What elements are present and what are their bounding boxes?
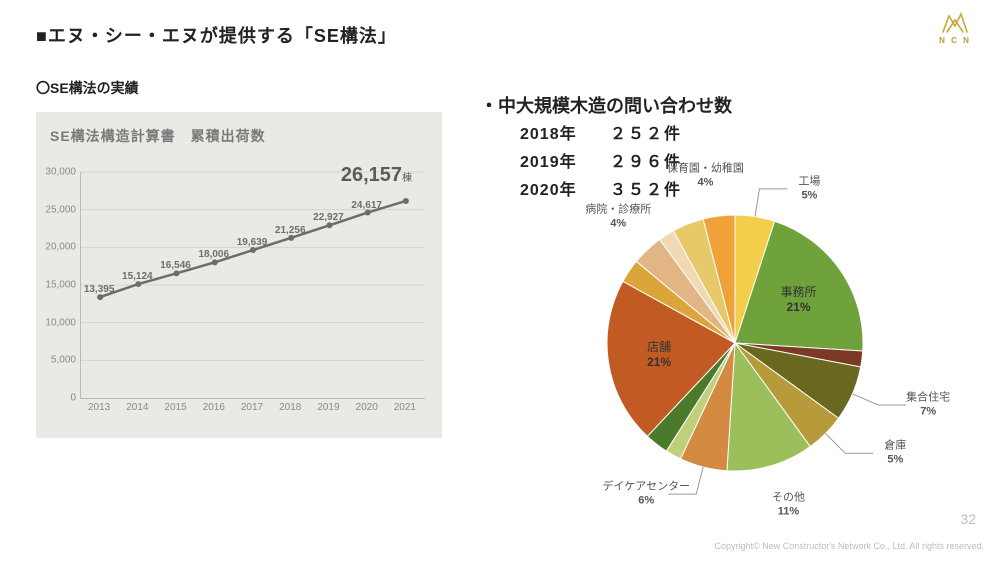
data-label: 21,256: [275, 225, 306, 236]
pie-chart: 工場5% 事務所21% 集合住宅7%倉庫5% その他11% デイケアセンター6% 店舗21…: [500, 148, 970, 548]
data-label: 16,546: [160, 260, 191, 271]
inquiry-heading: ・中大規模木造の問い合わせ数: [480, 92, 732, 118]
data-label: 22,927: [313, 212, 344, 223]
x-tick-label: 2020: [348, 402, 386, 413]
pie-slice-label: 病院・診療所4%: [585, 204, 651, 232]
data-label: 15,124: [122, 271, 153, 282]
line-chart-panel: SE構法構造計算書 累積出荷数 0 5,000 10,000 15,000 20,000…: [36, 112, 442, 438]
y-tick-label: 0: [40, 393, 76, 404]
page-number: 32: [960, 511, 976, 527]
data-label: 19,639: [237, 237, 268, 248]
pie-slice-label: 集合住宅7%: [906, 391, 950, 419]
line-chart-title: SE構法構造計算書 累積出荷数: [50, 126, 266, 146]
y-tick-label: 15,000: [40, 280, 76, 291]
pie-slice-label: 倉庫5%: [884, 440, 906, 468]
y-tick-label: 10,000: [40, 317, 76, 328]
pie-slice-label: デイケアセンター6%: [602, 480, 690, 508]
x-tick-label: 2017: [233, 402, 271, 413]
ncn-logo: N C N: [930, 10, 980, 54]
x-tick-label: 2018: [271, 402, 309, 413]
x-tick-label: 2019: [309, 402, 347, 413]
final-data-label: 26,157棟: [341, 164, 412, 187]
y-tick-label: 25,000: [40, 204, 76, 215]
page-title: ■エヌ・シー・エヌが提供する「SE構法」: [36, 22, 397, 48]
section-subtitle: 〇SE構法の実績: [36, 78, 139, 98]
data-label: 13,395: [84, 284, 115, 295]
x-tick-label: 2021: [386, 402, 424, 413]
logo-text: N C N: [930, 36, 980, 45]
x-tick-label: 2014: [118, 402, 156, 413]
x-tick-label: 2013: [80, 402, 118, 413]
y-tick-label: 30,000: [40, 167, 76, 178]
pie-slice-label: 工場5%: [798, 175, 820, 203]
pie-slice-label: 店舗21%: [647, 340, 671, 370]
data-label: 24,617: [351, 199, 382, 210]
pie-slice-label: 保育園・幼稚園4%: [667, 162, 744, 190]
copyright: Copyright© New Constructor's Network Co.…: [715, 541, 984, 551]
pie-slice-label: 事務所21%: [781, 285, 817, 315]
x-tick-label: 2015: [157, 402, 195, 413]
data-label: 18,006: [198, 249, 229, 260]
y-tick-label: 5,000: [40, 355, 76, 366]
inquiry-row: 2018年２５２件: [520, 120, 682, 144]
x-tick-label: 2016: [195, 402, 233, 413]
y-tick-label: 20,000: [40, 242, 76, 253]
pie-slice-label: その他11%: [772, 491, 805, 519]
